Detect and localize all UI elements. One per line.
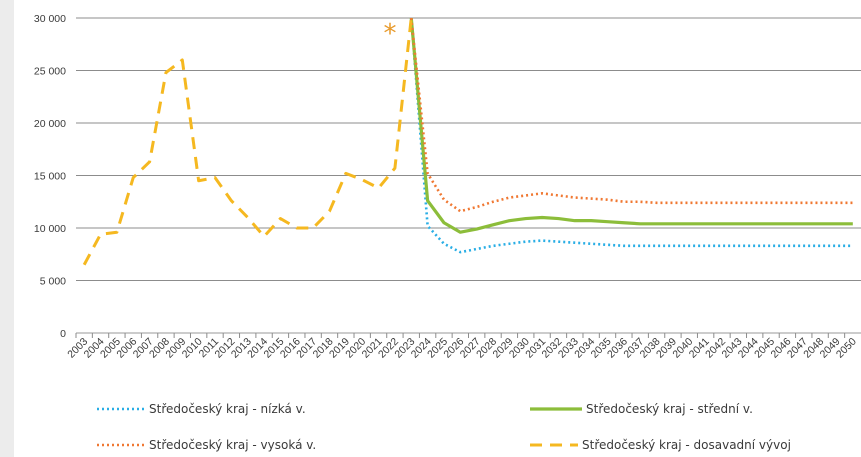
series-area: [82, 18, 853, 266]
y-tick-label: 15 000: [34, 171, 66, 183]
y-tick-label: 20 000: [34, 118, 66, 130]
y-tick-label: 10 000: [34, 223, 66, 235]
y-tick-label: 30 000: [34, 13, 66, 25]
series-line-2: [409, 18, 853, 213]
chart-container: 0 5 000 10 000 15 000 20 000 25 000 30 000 200…: [14, 0, 861, 457]
legend-label-3: Středočeský kraj - dosavadní vývoj: [582, 438, 791, 452]
grid: [76, 17, 861, 334]
legend-label-1: Středočeský kraj - střední v.: [586, 402, 753, 416]
y-tick-label: 5 000: [40, 276, 66, 288]
y-tick-label: 0: [60, 328, 66, 340]
x-axis: 2003200420052006200720082009201020112012…: [65, 333, 859, 361]
page-left-margin: [0, 0, 14, 457]
legend-label-2: Středočeský kraj - vysoká v.: [149, 438, 316, 452]
line-chart: 0 5 000 10 000 15 000 20 000 25 000 30 000 200…: [34, 13, 861, 452]
legend: Středočeský kraj - nízká v. Středočeský k…: [97, 402, 791, 452]
y-axis: 0 5 000 10 000 15 000 20 000 25 000 30 000: [34, 13, 66, 340]
annotation-marker: *: [384, 19, 397, 49]
series-line-0: [409, 18, 853, 254]
y-tick-label: 25 000: [34, 66, 66, 78]
series-line-1: [409, 18, 853, 234]
legend-label-0: Středočeský kraj - nízká v.: [149, 402, 306, 416]
